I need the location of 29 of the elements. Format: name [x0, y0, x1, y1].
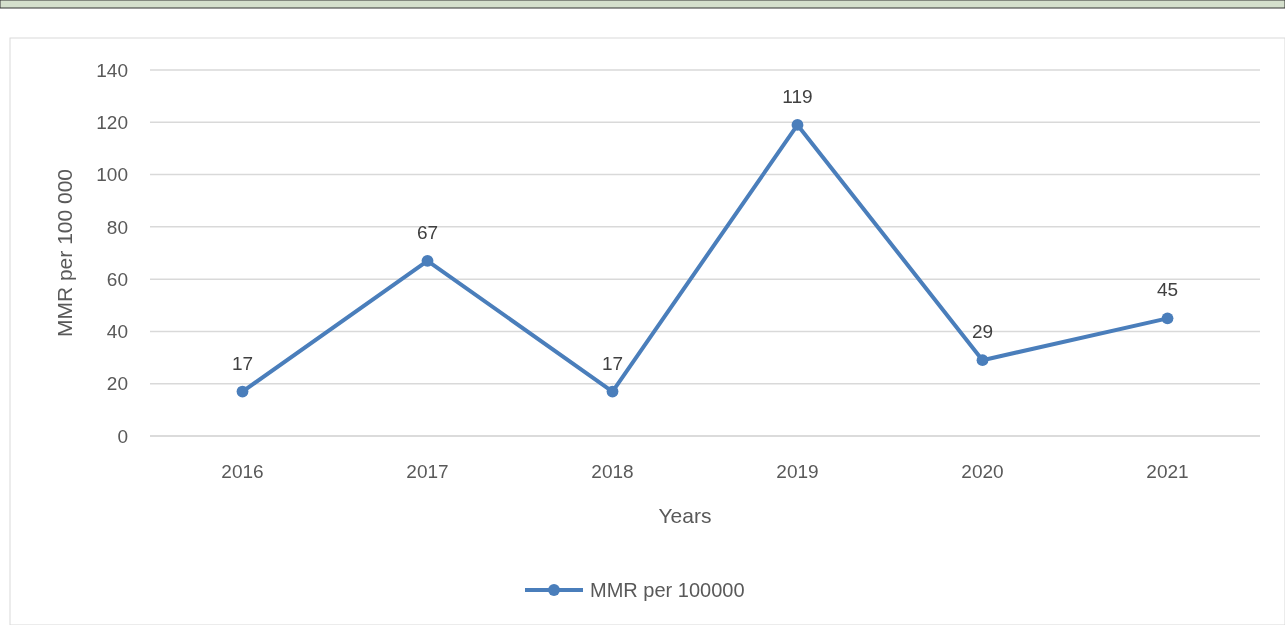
point	[791, 118, 804, 131]
y-axis-title: MMR per 100 000	[53, 168, 76, 338]
legend-label: MMR per 100000	[590, 579, 745, 601]
y-tick-label: 20	[106, 373, 128, 395]
point	[606, 385, 619, 398]
y-tick-label: 80	[106, 216, 128, 238]
point	[1161, 312, 1174, 325]
x-tick-label: 2021	[1146, 461, 1189, 482]
data-label: 17	[601, 352, 624, 374]
data-label: 17	[231, 352, 254, 374]
point	[976, 354, 989, 367]
data-label: 67	[416, 221, 439, 243]
data-label: 119	[782, 85, 813, 107]
x-axis-title: Years	[658, 504, 712, 527]
data-label: 45	[1156, 279, 1179, 301]
x-tick-label: 2020	[961, 461, 1004, 482]
x-tick-label: 2017	[406, 461, 449, 482]
x-tick-label: 2018	[591, 461, 634, 482]
point	[421, 254, 434, 267]
y-tick-label: 120	[96, 111, 128, 133]
x-tick-label: 2019	[776, 461, 819, 482]
y-tick-label: 140	[96, 59, 128, 81]
point	[236, 385, 249, 398]
y-tick-label: 40	[106, 321, 128, 343]
y-tick-label: 60	[106, 268, 128, 290]
y-tick-label: 0	[117, 425, 128, 447]
data-label: 29	[971, 321, 994, 343]
y-tick-label: 100	[96, 164, 128, 186]
x-tick-label: 2016	[221, 461, 264, 482]
